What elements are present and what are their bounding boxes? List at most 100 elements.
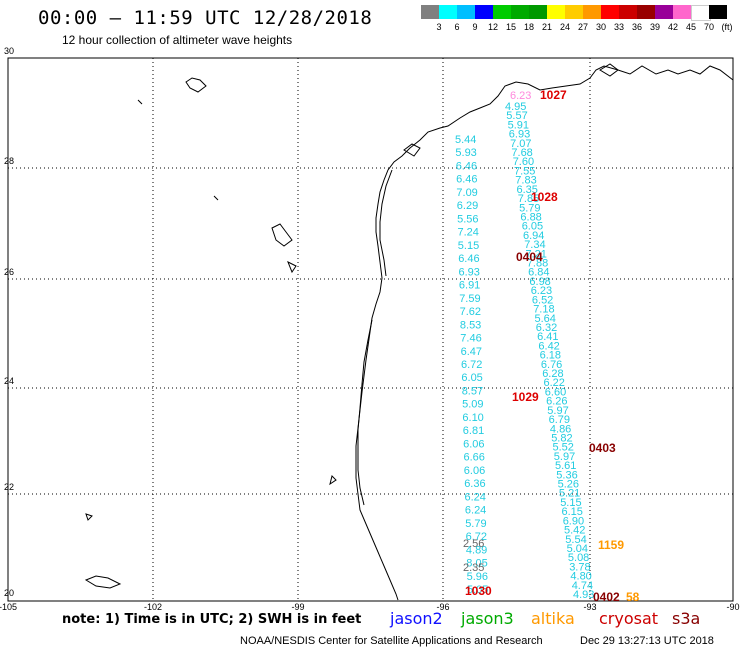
- swh-reading: 6.41: [537, 331, 558, 343]
- swh-reading: 7.60: [513, 156, 534, 168]
- scale-swatch: [709, 5, 727, 19]
- footer-timestamp: Dec 29 13:27:13 UTC 2018: [580, 635, 714, 647]
- swh-reading: 7.85: [518, 193, 539, 205]
- swh-reading: 6.18: [540, 350, 561, 362]
- swh-reading: 6.76: [541, 359, 562, 371]
- swh-reading: 5.08: [568, 552, 589, 564]
- axis-labels: 30 28 26 24 22 20 -105 -102 -99 -96 -93 -90: [0, 46, 740, 612]
- satellite-legend-cryosat: cryosat: [599, 609, 659, 628]
- swh-reading: 6.90: [563, 515, 584, 527]
- swh-reading: 6.46: [456, 174, 477, 186]
- pass-time-label: 0404: [516, 250, 543, 264]
- swh-reading: 5.21: [559, 488, 580, 500]
- swh-reading: 4.95: [505, 101, 526, 113]
- swh-reading: 5.79: [519, 202, 540, 214]
- pass-time-label: 0402: [593, 590, 620, 604]
- swh-reading: 7.07: [510, 138, 531, 150]
- scale-label: 21: [541, 22, 552, 32]
- swh-reading: 7.59: [459, 293, 480, 305]
- pass-time-label: 58: [626, 590, 640, 604]
- swh-reading: 6.72: [466, 531, 487, 543]
- swh-reading: 7.24: [458, 227, 479, 239]
- swh-reading: 5.97: [547, 405, 568, 417]
- scale-swatch: [673, 5, 691, 19]
- swh-reading-grey: 2.35: [463, 562, 484, 574]
- scale-unit: (ft): [721, 22, 733, 32]
- swh-reading: 6.05: [461, 372, 482, 384]
- swh-reading: 7.21: [526, 248, 547, 260]
- footer-credit: NOAA/NESDIS Center for Satellite Applica…: [240, 635, 543, 647]
- graticule-grid: [8, 58, 733, 600]
- swh-reading: 5.09: [462, 399, 483, 411]
- swh-reading: 6.93: [459, 266, 480, 278]
- scale-label: 39: [649, 22, 660, 32]
- swh-reading: 6.98: [529, 276, 550, 288]
- swh-reading: 6.94: [523, 230, 544, 242]
- map-frame: [7, 57, 734, 602]
- longitude-label: -99: [291, 602, 304, 612]
- scale-swatch: [601, 5, 619, 19]
- swh-reading: 5.26: [558, 479, 579, 491]
- swh-reading: 5.04: [567, 543, 588, 555]
- swh-reading: 7.88: [527, 258, 548, 270]
- barrier-island: [357, 169, 393, 506]
- swh-reading: 6.88: [520, 212, 541, 224]
- swh-reading: 6.72: [461, 359, 482, 371]
- swh-reading: 5.05: [467, 584, 488, 596]
- swh-reading: 6.32: [536, 322, 557, 334]
- scale-swatch: [565, 5, 583, 19]
- footer-note: note: 1) Time is in UTC; 2) SWH is in fe…: [62, 612, 362, 627]
- swh-reading: 6.81: [463, 425, 484, 437]
- scale-swatch: [493, 5, 511, 19]
- satellite-legend-jason3: jason3: [461, 609, 514, 628]
- chart-subtitle: 12 hour collection of altimeter wave hei…: [62, 33, 293, 47]
- swh-reading: 6.35: [517, 184, 538, 196]
- longitude-label: -90: [726, 602, 739, 612]
- latitude-label: 22: [4, 482, 14, 492]
- swh-reading: 7.83: [515, 175, 536, 187]
- swh-reading: 5.44: [455, 134, 476, 146]
- swh-reading: 4.86: [550, 423, 571, 435]
- latitude-label: 30: [4, 46, 14, 56]
- scale-label: 36: [631, 22, 642, 32]
- swh-reading: 6.42: [538, 340, 559, 352]
- swh-reading: 6.84: [528, 267, 549, 279]
- swh-reading: 7.55: [514, 166, 535, 178]
- latitude-label: 20: [4, 588, 14, 598]
- altimeter-tracks: 4.955.575.916.937.077.687.607.557.836.35…: [455, 88, 640, 604]
- swh-reading: 6.47: [461, 346, 482, 358]
- swh-reading: 7.18: [533, 304, 554, 316]
- scale-swatch: [439, 5, 457, 19]
- swh-reading: 6.46: [456, 161, 477, 173]
- inland-lakes: [84, 63, 619, 589]
- swh-reading: 5.15: [560, 497, 581, 509]
- swh-reading: 6.15: [562, 506, 583, 518]
- swh-reading-grey: 2.56: [463, 538, 484, 550]
- swh-reading: 5.91: [508, 119, 529, 131]
- scale-swatch: [637, 5, 655, 19]
- swh-reading: 5.97: [554, 451, 575, 463]
- swh-reading: 5.96: [467, 571, 488, 583]
- longitude-label: -102: [144, 602, 162, 612]
- scale-label: 42: [667, 22, 678, 32]
- pass-time-label: 1028: [531, 190, 558, 204]
- swh-reading: 7.62: [460, 306, 481, 318]
- swh-reading: 6.28: [542, 368, 563, 380]
- pass-time-label: 1159: [598, 538, 624, 552]
- swh-reading: 6.29: [457, 200, 478, 212]
- swh-reading: 7.34: [524, 239, 545, 251]
- swh-reading: 4.74: [572, 580, 593, 592]
- swh-reading: 5.61: [555, 460, 576, 472]
- swh-reading: 6.06: [463, 438, 484, 450]
- swh-reading: 6.46: [458, 253, 479, 265]
- swh-reading: 5.15: [458, 240, 479, 252]
- swh-reading: 6.05: [522, 221, 543, 233]
- swh-reading-pink: 6.23: [510, 90, 531, 102]
- swh-reading: 6.93: [509, 129, 530, 141]
- scale-label: 30: [595, 22, 606, 32]
- scale-label: 9: [472, 22, 478, 32]
- swh-reading: 4.89: [466, 544, 487, 556]
- scale-label: 70: [703, 22, 714, 32]
- swh-reading: 6.24: [465, 505, 486, 517]
- swh-reading: 5.57: [506, 110, 527, 122]
